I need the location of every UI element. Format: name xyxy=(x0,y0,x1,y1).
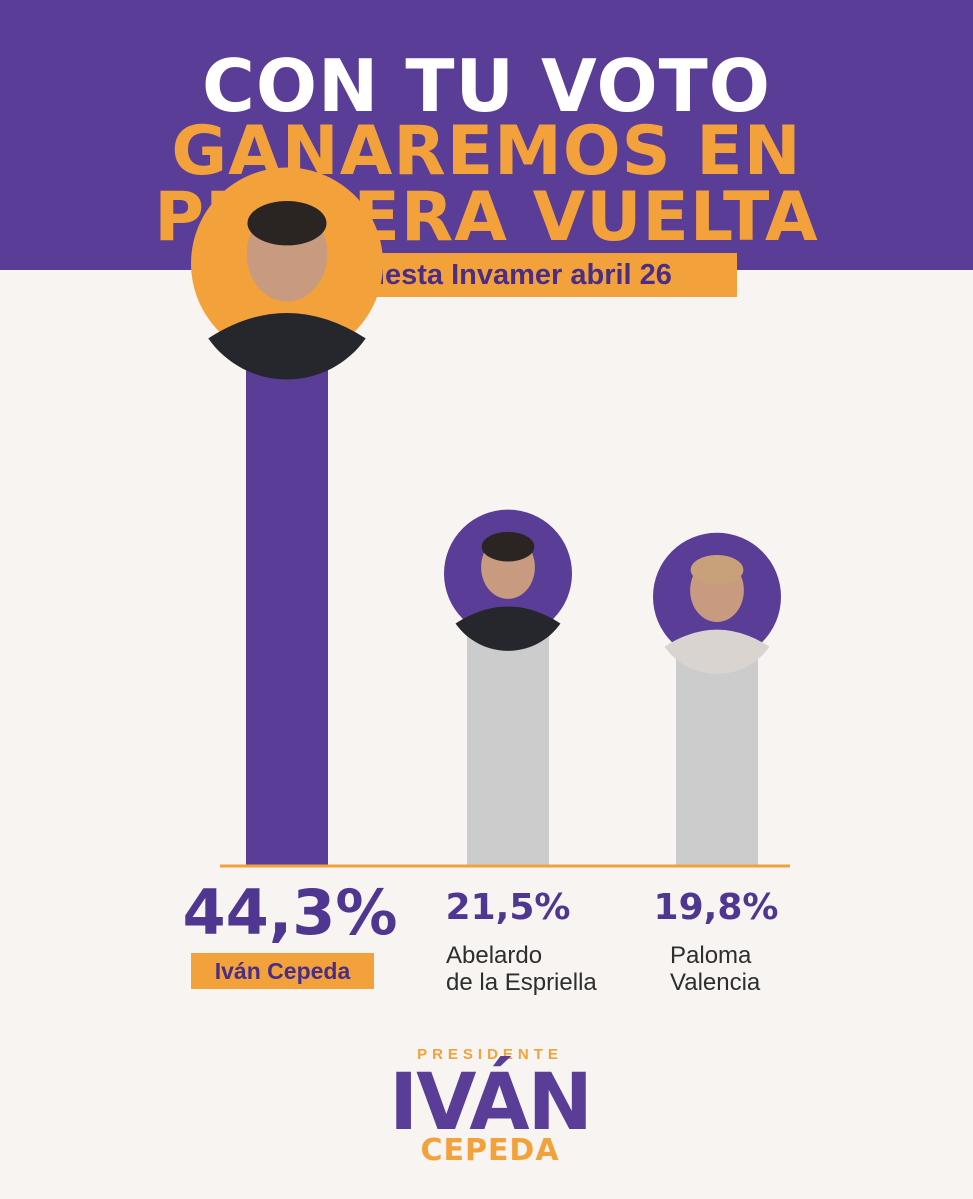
headline-line-1: CON TU VOTO xyxy=(202,44,771,128)
candidate-name-paloma-line-1: Paloma xyxy=(670,942,752,969)
value-label-paloma: 19,8% xyxy=(653,887,779,928)
logo-presidente: PRESIDENTE xyxy=(417,1046,563,1063)
candidate-name-abelardo: Abelardo de la Espriella xyxy=(446,942,597,996)
logo-cepeda: CEPEDA xyxy=(420,1133,560,1168)
shoulders-paloma xyxy=(664,629,770,675)
hair-abelardo xyxy=(481,531,535,562)
candidate-name-paloma-line-2: Valencia xyxy=(670,969,761,996)
shoulders-ivan-cepeda xyxy=(208,312,366,380)
header-banner xyxy=(0,0,973,270)
hair-ivan-cepeda xyxy=(247,201,327,246)
shoulders-abelardo xyxy=(455,606,561,651)
value-label-ivan-cepeda: 44,3% xyxy=(182,876,398,949)
candidate-name-abelardo-line-2: de la Espriella xyxy=(446,969,597,996)
candidate-name-abelardo-line-1: Abelardo xyxy=(446,942,543,969)
value-label-abelardo: 21,5% xyxy=(445,887,571,928)
logo-ivan: IVÁN xyxy=(389,1058,593,1148)
hair-paloma xyxy=(690,555,744,585)
candidate-name-ivan-cepeda: Iván Cepeda xyxy=(191,953,374,989)
candidate-name-paloma: Paloma Valencia xyxy=(670,942,760,996)
